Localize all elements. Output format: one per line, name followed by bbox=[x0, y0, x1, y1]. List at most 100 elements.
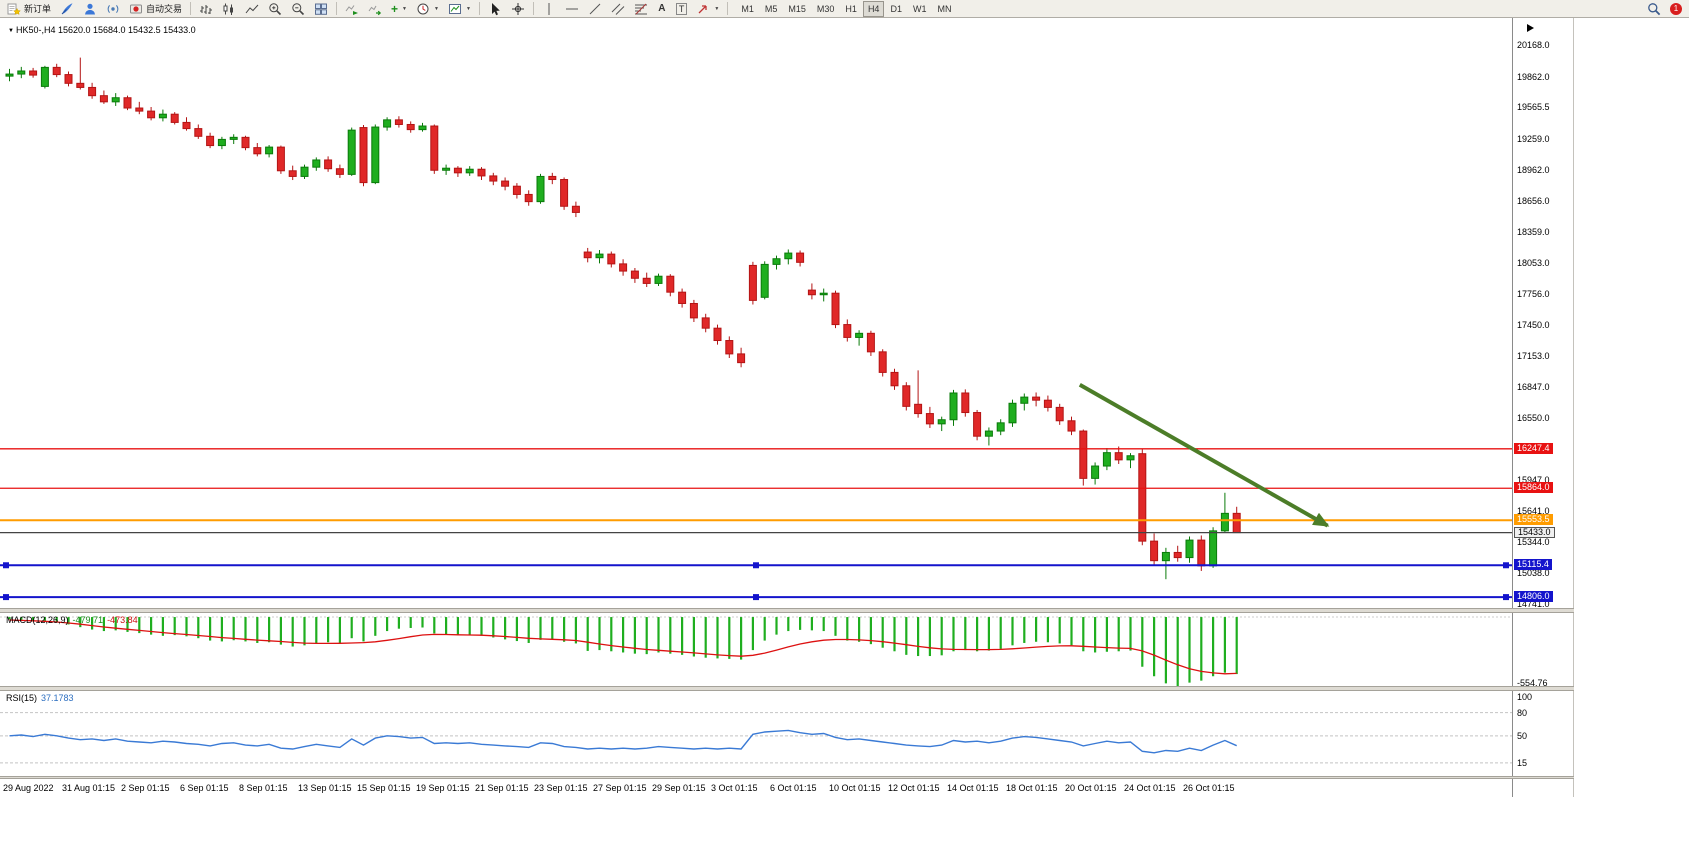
price-tag-14806.0: 14806.0 bbox=[1514, 591, 1553, 603]
price-tick-label: 15344.0 bbox=[1517, 536, 1550, 547]
zoom-in-button[interactable] bbox=[264, 1, 286, 17]
pane-separator[interactable] bbox=[0, 686, 1574, 691]
macd-pane-svg[interactable] bbox=[0, 613, 1512, 686]
cursor-button[interactable] bbox=[484, 1, 506, 17]
notification-button[interactable]: 1 bbox=[1666, 1, 1686, 17]
time-axis-label: 13 Sep 01:15 bbox=[298, 783, 352, 793]
time-axis-label: 29 Aug 2022 bbox=[3, 783, 54, 793]
chart-symbol-label: HK50-,H4 bbox=[15, 25, 56, 35]
macd-axis-label: -554.76 bbox=[1517, 677, 1548, 688]
rsi-label: RSI(15) 37.1783 bbox=[6, 693, 74, 703]
chart-shift-button[interactable] bbox=[364, 1, 386, 17]
search-button[interactable] bbox=[1643, 1, 1665, 17]
chart-shift-marker-icon[interactable] bbox=[1527, 24, 1534, 32]
auto-scroll-button[interactable] bbox=[341, 1, 363, 17]
auto-trading-label: 自动交易 bbox=[146, 4, 183, 14]
time-axis[interactable]: 29 Aug 2022 31 Aug 01:15 2 Sep 01:15 6 Sep … bbox=[0, 779, 1512, 797]
timeframe-button-m1[interactable]: M1 bbox=[741, 3, 754, 14]
line-handle[interactable] bbox=[753, 562, 759, 569]
fibonacci-button[interactable] bbox=[630, 1, 652, 17]
trendline-button[interactable] bbox=[584, 1, 606, 17]
candlestick-chart-button[interactable] bbox=[218, 1, 240, 17]
timeframe-button-h1[interactable]: H1 bbox=[845, 3, 857, 14]
line-handle[interactable] bbox=[1503, 562, 1509, 569]
quill-icon bbox=[61, 2, 73, 14]
horizontal-line-button[interactable] bbox=[561, 1, 583, 17]
text-tool-button[interactable]: A bbox=[653, 1, 671, 17]
bar-chart-button[interactable] bbox=[195, 1, 217, 17]
price-axis[interactable]: 20168.0 19862.0 19565.5 19259.0 18962.0 18656… bbox=[1512, 18, 1574, 797]
pane-separator[interactable] bbox=[0, 608, 1574, 613]
crosshair-button[interactable] bbox=[507, 1, 529, 17]
rsi-axis-label: 80 bbox=[1517, 707, 1528, 718]
timeframe-button-w1[interactable]: W1 bbox=[912, 3, 927, 14]
channel-button[interactable] bbox=[607, 1, 629, 17]
indicators-button[interactable]: + ▼ bbox=[387, 1, 411, 17]
zoom-out-button[interactable] bbox=[287, 1, 309, 17]
label-tool-button[interactable]: T bbox=[672, 1, 692, 17]
chart-title: ▼ HK50-,H4 15620.0 15684.0 15432.5 15433.… bbox=[8, 25, 196, 35]
time-axis-label: 26 Oct 01:15 bbox=[1183, 783, 1235, 793]
pane-separator[interactable] bbox=[0, 776, 1574, 779]
line-chart-button[interactable] bbox=[241, 1, 263, 17]
rsi-axis-label: 50 bbox=[1517, 730, 1528, 741]
line-handle[interactable] bbox=[3, 594, 9, 601]
timeframe-button-h4[interactable]: H4 bbox=[862, 0, 885, 17]
time-axis-label: 27 Sep 01:15 bbox=[593, 783, 647, 793]
timeframe-button-m15[interactable]: M15 bbox=[788, 3, 806, 14]
timeframe-button-m30[interactable]: M30 bbox=[816, 3, 835, 14]
tile-windows-button[interactable] bbox=[310, 1, 332, 17]
price-tick-label: 18962.0 bbox=[1517, 164, 1550, 175]
main-pane-svg[interactable] bbox=[0, 18, 1512, 608]
fibonacci-icon bbox=[634, 3, 647, 14]
broadcast-button[interactable] bbox=[102, 1, 124, 17]
rsi-name: RSI(15) bbox=[6, 693, 38, 703]
macd-signal-value: -473.84 bbox=[107, 615, 138, 625]
line-handle[interactable] bbox=[3, 562, 9, 569]
rsi-axis-label: 100 bbox=[1517, 692, 1533, 703]
label-tool-icon: T bbox=[675, 2, 688, 15]
line-handle[interactable] bbox=[1503, 594, 1509, 601]
rsi-pane-svg[interactable] bbox=[0, 691, 1512, 776]
rsi-line bbox=[9, 729, 1237, 754]
chart-shift-icon bbox=[368, 5, 382, 15]
new-order-button[interactable]: 新订单 bbox=[3, 1, 55, 17]
profile-button[interactable] bbox=[79, 1, 101, 17]
price-tick-label: 18053.0 bbox=[1517, 258, 1550, 269]
chart-menu-icon[interactable]: ▼ bbox=[8, 28, 14, 34]
periods-button[interactable]: ▼ bbox=[412, 1, 443, 17]
chevron-down-icon: ▼ bbox=[434, 5, 439, 12]
timeframe-button-m5[interactable]: M5 bbox=[764, 3, 778, 14]
price-tag-15433.0: 15433.0 bbox=[1514, 526, 1555, 538]
rsi-axis-label: 15 bbox=[1517, 757, 1528, 768]
price-tick-label: 19862.0 bbox=[1517, 71, 1550, 82]
vertical-line-button[interactable] bbox=[538, 1, 560, 17]
candlestick-chart-icon bbox=[223, 3, 234, 15]
price-tag-15115.4: 15115.4 bbox=[1514, 559, 1552, 571]
toolbar-separator bbox=[336, 2, 338, 15]
time-axis-label: 6 Oct 01:15 bbox=[770, 783, 817, 793]
metaeditor-button[interactable] bbox=[56, 1, 78, 17]
price-tick-label: 19565.5 bbox=[1517, 102, 1550, 113]
macd-histogram bbox=[8, 617, 1238, 686]
crosshair-icon bbox=[511, 2, 524, 15]
toolbar-separator bbox=[478, 2, 480, 15]
line-handle[interactable] bbox=[753, 594, 759, 601]
auto-trading-button[interactable]: 自动交易 bbox=[125, 1, 186, 17]
price-tick-label: 17756.0 bbox=[1517, 288, 1550, 299]
broadcast-icon bbox=[107, 4, 119, 13]
price-tick-label: 17450.0 bbox=[1517, 320, 1550, 331]
timeframe-button-d1[interactable]: D1 bbox=[890, 3, 902, 14]
toolbar: 新订单 自动交易 bbox=[0, 0, 1689, 18]
zoom-out-icon bbox=[292, 2, 305, 15]
time-axis-label: 3 Oct 01:15 bbox=[711, 783, 758, 793]
cursor-icon bbox=[491, 2, 500, 15]
timeframe-button-mn[interactable]: MN bbox=[937, 3, 952, 14]
trend-arrow[interactable] bbox=[1078, 383, 1330, 528]
chevron-down-icon: ▼ bbox=[714, 5, 720, 12]
arrows-tool-button[interactable]: ▼ bbox=[692, 1, 723, 17]
chart-window[interactable]: ▼ HK50-,H4 15620.0 15684.0 15432.5 15433.… bbox=[0, 18, 1574, 797]
price-tick-label: 18359.0 bbox=[1517, 226, 1550, 237]
templates-button[interactable]: ▼ bbox=[444, 1, 475, 17]
level-lines-layer[interactable] bbox=[0, 448, 1512, 601]
